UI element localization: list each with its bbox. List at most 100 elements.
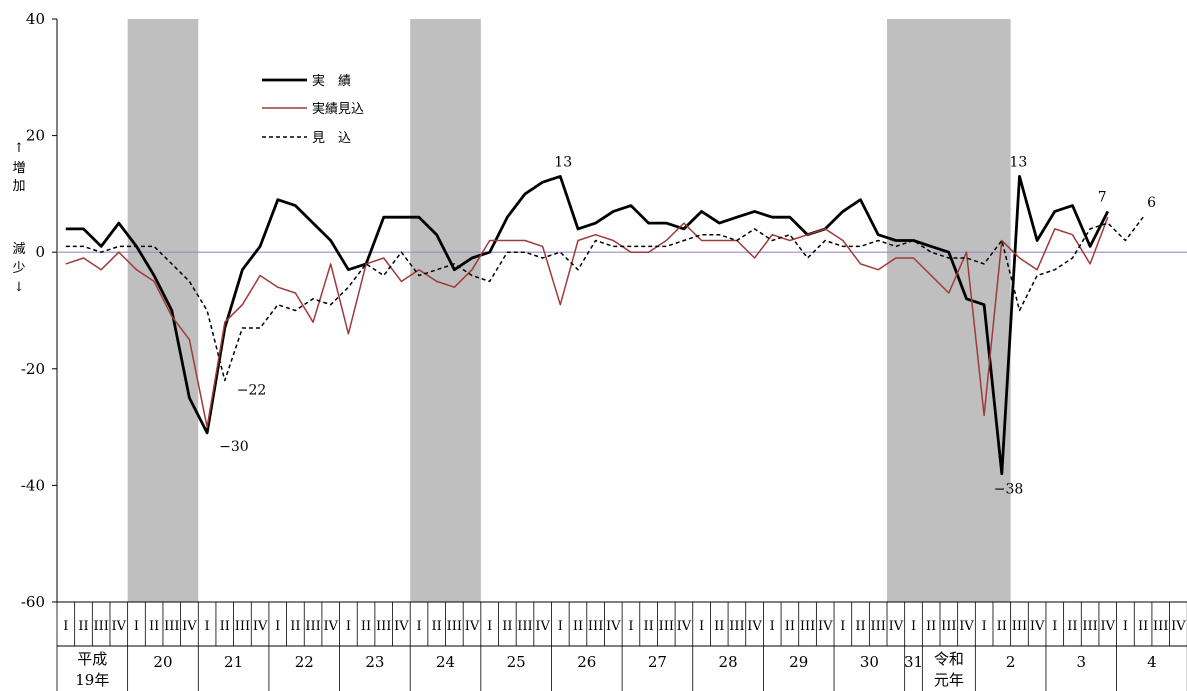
x-year-label: 26 [577,653,596,671]
y-tick-label: -20 [21,360,45,378]
x-quarter-label: II [502,619,512,634]
x-quarter-label: IV [1030,619,1045,634]
x-quarter-label: III [659,619,674,634]
x-quarter-label: III [305,619,320,634]
x-quarter-label: III [164,619,179,634]
x-quarter-label: I [911,619,916,634]
x-year-label: 21 [224,653,243,671]
x-quarter-label: II [432,619,442,634]
series-line-2 [65,216,1109,428]
y-label-char: 加 [12,179,25,194]
series-line-3 [65,216,1144,382]
y-axis: 40 20 0 -20 -40 -60 [21,10,58,611]
x-quarter-label: IV [465,619,480,634]
x-quarter-label: IV [889,619,904,634]
x-quarter-label: II [714,619,724,634]
x-quarter-label: II [573,619,583,634]
x-quarter-label: I [487,619,492,634]
x-quarter-label: III [376,619,391,634]
x-quarter-label: IV [182,619,197,634]
y-tick-label: -60 [21,593,45,611]
x-quarter-label: I [275,619,280,634]
x-quarter-label: III [588,619,603,634]
x-year-label: 元年 [934,671,964,689]
x-quarter-label: IV [1101,619,1116,634]
x-year-label: 平成 [77,650,107,668]
data-label: 6 [1147,195,1156,211]
x-quarter-label: II [78,619,88,634]
x-quarter-label: III [1082,619,1097,634]
x-quarter-label: IV [535,619,550,634]
x-quarter-label: III [1012,619,1027,634]
x-quarter-label: II [361,619,371,634]
x-quarter-label: III [1153,619,1168,634]
x-quarter-label: IV [1171,619,1186,634]
x-quarter-label: IV [323,619,338,634]
x-quarter-label: II [785,619,795,634]
x-quarter-label: III [235,619,250,634]
x-quarter-label: I [63,619,68,634]
x-year-label: 30 [860,653,879,671]
x-year-label: 31 [904,653,923,671]
x-quarter-label: I [1052,619,1057,634]
x-quarter-label: II [220,619,230,634]
x-quarter-label: II [855,619,865,634]
x-year-label: 20 [153,653,172,671]
x-year-label: 28 [719,653,738,671]
y-tick-label: 0 [35,243,45,261]
shaded-band [887,19,1011,602]
x-quarter-label: III [800,619,815,634]
data-labels: −30 −22 13 −38 13 7 6 6 [219,0,1156,498]
x-quarter-label: IV [394,619,409,634]
shaded-band [410,19,481,602]
x-year-label: 22 [295,653,314,671]
x-year-label: 27 [648,653,667,671]
x-quarter-label: I [558,619,563,634]
x-year-label: 2 [1006,653,1016,671]
x-quarter-label: III [729,619,744,634]
data-label: 7 [1098,189,1107,205]
series-lines [65,174,1144,476]
legend-label: 見 込 [312,131,351,146]
data-label: −30 [219,439,249,455]
x-quarter-label: IV [959,619,974,634]
x-year-label: 4 [1147,653,1157,671]
x-quarter-label: I [346,619,351,634]
x-quarter-label: IV [747,619,762,634]
x-quarter-label: III [941,619,956,634]
x-quarter-label: II [643,619,653,634]
x-year-label: 3 [1077,653,1087,671]
x-quarter-label: III [93,619,108,634]
x-quarter-label: IV [677,619,692,634]
x-year-label: 29 [789,653,808,671]
x-year-label: 25 [507,653,526,671]
y-tick-label: 40 [26,10,45,28]
x-quarter-label: I [699,619,704,634]
x-quarter-label: II [290,619,300,634]
x-year-label: 令和 [934,650,964,668]
y-label-char: 少 [12,261,25,276]
x-quarter-label: II [1138,619,1148,634]
legend-label: 実 績 [312,73,351,89]
x-quarter-label: II [149,619,159,634]
y-tick-label: -40 [21,476,45,494]
data-label: −38 [994,482,1024,498]
data-label: 6 [1129,0,1138,4]
data-label: −22 [237,382,267,398]
x-quarter-label: I [134,619,139,634]
data-label: 13 [1009,154,1027,170]
y-label-char: 増 [12,161,25,176]
shaded-band [127,19,199,602]
x-quarter-label: IV [818,619,833,634]
x-quarter-label: I [982,619,987,634]
x-quarter-label: II [997,619,1007,634]
x-quarter-label: I [770,619,775,634]
x-quarter-label: I [205,619,210,634]
x-year-label: 23 [365,653,384,671]
x-quarter-label: III [517,619,532,634]
x-quarter-label: I [416,619,421,634]
x-year-label: 19年 [75,671,109,689]
